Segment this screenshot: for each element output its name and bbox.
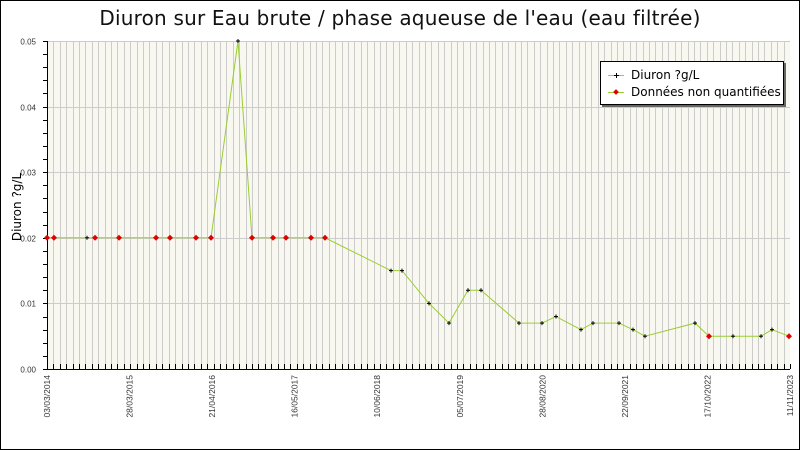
red-diamond-marker-icon (283, 234, 289, 241)
y-tick-label: 0.03 (20, 169, 36, 178)
legend-label: Diuron ?g/L (631, 68, 700, 82)
legend: Diuron ?g/L Données non quantifiées (600, 61, 784, 105)
x-tick-label: 16/05/2017 (290, 375, 300, 418)
x-tick-label: 21/04/2016 (207, 375, 217, 418)
line-cross-marker-icon (607, 69, 625, 81)
legend-item-diuron: Diuron ?g/L (607, 67, 699, 83)
x-tick-label: 03/03/2014 (42, 375, 52, 418)
chart-title: Diuron sur Eau brute / phase aqueuse de … (99, 6, 701, 30)
red-diamond-marker-icon (322, 234, 328, 241)
x-tick-label: 10/06/2018 (372, 375, 382, 418)
red-diamond-marker-icon (308, 234, 314, 241)
x-tick-label: 11/11/2023 (785, 375, 795, 417)
red-diamond-marker-icon (193, 234, 199, 241)
red-diamond-marker-icon (51, 234, 57, 241)
y-tick-label: 0.01 (20, 300, 36, 309)
x-tick-label: 28/08/2020 (537, 375, 547, 418)
y-tick-label: 0.04 (20, 104, 36, 113)
x-tick-label: 22/09/2021 (620, 375, 630, 418)
red-diamond-marker-icon (116, 234, 122, 241)
red-diamond-marker-icon (607, 86, 625, 98)
x-tick-label: 17/10/2022 (702, 375, 712, 418)
red-diamond-marker-icon (208, 234, 214, 241)
red-diamond-marker-icon (44, 234, 50, 241)
red-diamond-marker-icon (706, 333, 712, 340)
red-diamond-marker-icon (153, 234, 159, 241)
red-diamond-marker-icon (167, 234, 173, 241)
x-tick-label: 05/07/2019 (455, 375, 465, 418)
red-diamond-marker-icon (92, 234, 98, 241)
red-diamond-marker-icon (270, 234, 276, 241)
red-diamond-marker-icon (786, 333, 792, 340)
legend-label: Données non quantifiées (631, 85, 781, 99)
y-tick-label: 0.02 (20, 235, 36, 244)
x-tick-label: 28/03/2015 (125, 375, 135, 418)
red-diamond-marker-icon (249, 234, 255, 241)
legend-item-non-quantified: Données non quantifiées (607, 84, 781, 100)
y-tick-label: 0.00 (20, 366, 36, 375)
y-tick-label: 0.05 (20, 38, 36, 47)
